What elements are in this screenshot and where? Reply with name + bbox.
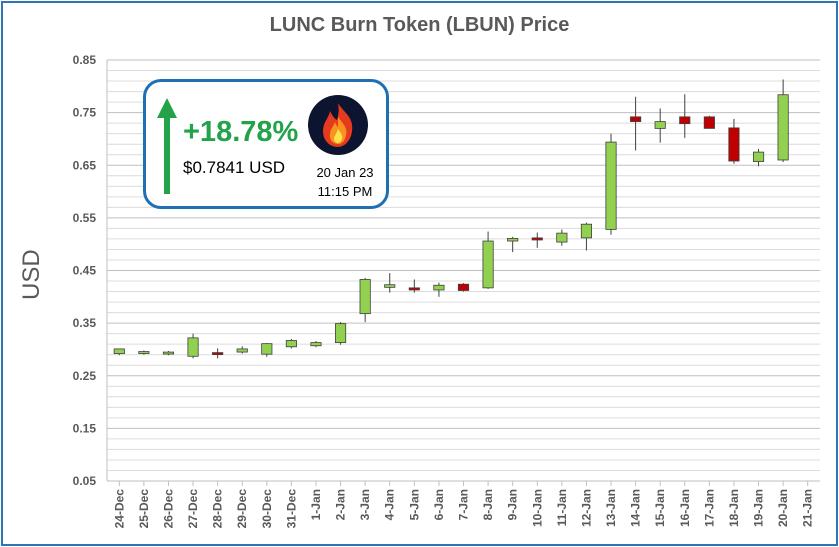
candle-body [556, 232, 568, 243]
x-tick-label: 30-Dec [260, 489, 274, 529]
x-tick-label: 11-Jan [555, 489, 569, 526]
x-tick-label: 14-Jan [629, 489, 643, 527]
x-tick-label: 1-Jan [309, 489, 323, 520]
candle-body [531, 237, 543, 241]
candle-body [359, 279, 371, 315]
x-tick-label: 9-Jan [506, 489, 520, 520]
candle-body [777, 94, 789, 161]
x-tick-label: 26-Dec [161, 489, 175, 529]
y-tick-label: 0.35 [73, 316, 97, 330]
current-price: $0.7841 USD [183, 158, 286, 177]
x-tick-label: 12-Jan [579, 489, 593, 527]
x-tick-label: 7-Jan [457, 489, 471, 520]
candle-body [703, 116, 715, 129]
candle-body [310, 342, 322, 347]
candle-body [236, 348, 248, 353]
x-tick-label: 29-Dec [235, 489, 249, 529]
x-tick-label: 16-Jan [678, 489, 692, 527]
candle-body [482, 240, 494, 289]
candle-body [580, 223, 592, 239]
x-tick-label: 31-Dec [284, 489, 298, 529]
candle-body [212, 352, 224, 355]
up-arrow-icon [157, 98, 177, 194]
timestamp-time: 11:15 PM [317, 184, 373, 199]
y-tick-label: 0.15 [73, 421, 97, 435]
candle-body [433, 284, 445, 291]
candle-body [605, 141, 617, 230]
x-tick-label: 6-Jan [432, 489, 446, 520]
x-tick-label: 18-Jan [727, 489, 741, 527]
y-tick-label: 0.85 [73, 53, 97, 67]
x-tick-label: 5-Jan [407, 489, 421, 520]
price-change-percent: +18.78% [183, 116, 299, 148]
x-tick-label: 19-Jan [752, 489, 766, 527]
y-tick-label: 0.05 [73, 474, 97, 488]
y-tick-label: 0.65 [73, 158, 97, 172]
candle-body [654, 121, 666, 129]
candle-body [335, 323, 347, 343]
candle-body [187, 337, 199, 357]
candle-body [507, 237, 519, 242]
x-tick-label: 27-Dec [186, 489, 200, 529]
timestamp: 20 Jan 23 11:15 PM [306, 163, 384, 201]
y-tick-label: 0.45 [73, 264, 97, 278]
x-tick-label: 20-Jan [776, 489, 790, 527]
x-tick-label: 10-Jan [530, 489, 544, 527]
candle-body [285, 340, 297, 348]
x-tick-label: 24-Dec [112, 489, 126, 529]
candle-body [752, 151, 765, 162]
candle-body [630, 116, 642, 122]
candle-body [113, 348, 125, 355]
x-tick-label: 4-Jan [383, 489, 397, 520]
x-tick-label: 8-Jan [481, 489, 495, 520]
candle-body [679, 116, 691, 125]
candle-body [261, 343, 273, 355]
y-tick-label: 0.75 [73, 106, 97, 120]
x-tick-label: 21-Jan [801, 489, 815, 527]
timestamp-date: 20 Jan 23 [316, 165, 374, 180]
candle-body [162, 351, 175, 355]
fire-icon [308, 95, 368, 155]
chart-title: LUNC Burn Token (LBUN) Price [269, 14, 570, 36]
x-tick-label: 17-Jan [702, 489, 716, 527]
candle-body [408, 287, 420, 291]
y-tick-label: 0.55 [73, 211, 97, 225]
price-callout: +18.78% $0.7841 USD 20 Jan 23 11:15 PM [143, 79, 389, 209]
candle-body [728, 127, 740, 162]
x-tick-label: 15-Jan [653, 489, 667, 527]
candle-body [138, 351, 150, 354]
candle-body [384, 284, 396, 288]
x-tick-label: 25-Dec [137, 489, 151, 529]
x-tick-label: 3-Jan [358, 489, 372, 520]
candle-body [457, 283, 470, 291]
y-tick-label: 0.25 [73, 369, 97, 383]
x-tick-label: 13-Jan [604, 489, 618, 527]
x-tick-label: 28-Dec [211, 489, 225, 529]
x-tick-label: 2-Jan [334, 489, 348, 520]
